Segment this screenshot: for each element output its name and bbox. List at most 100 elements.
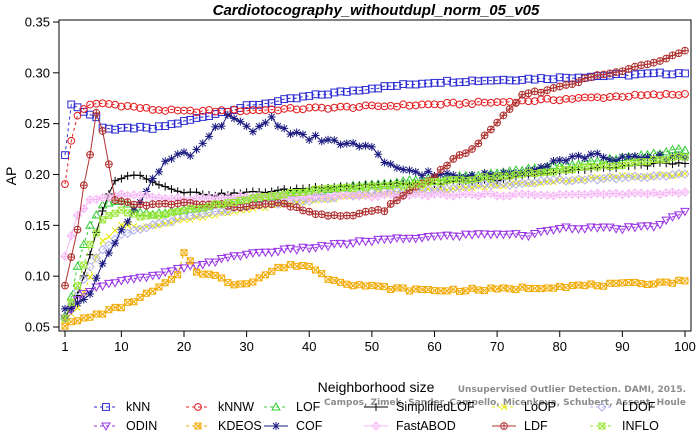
data-point (662, 156, 670, 164)
data-point (205, 132, 214, 141)
data-point (668, 160, 677, 169)
data-point (681, 90, 689, 98)
data-point (536, 227, 546, 237)
data-point (648, 223, 659, 232)
data-point (625, 159, 633, 167)
legend-item-ldof: LDOF (590, 400, 656, 414)
data-point (587, 150, 596, 159)
data-point (380, 207, 389, 215)
data-point (405, 80, 414, 89)
data-point (524, 74, 533, 83)
data-point (631, 158, 639, 166)
data-point (668, 90, 677, 99)
data-point (67, 136, 76, 145)
data-point (341, 240, 352, 250)
data-point (618, 279, 626, 287)
data-point (154, 218, 164, 229)
data-point (480, 169, 489, 178)
data-point (249, 278, 257, 286)
data-point (486, 125, 495, 134)
legend-label: KDEOS (218, 419, 262, 433)
legend-label: SimplifiedLOF (396, 400, 475, 414)
data-point (117, 206, 125, 214)
data-point (461, 78, 470, 86)
data-point (373, 235, 383, 245)
data-point (355, 142, 364, 151)
data-point (117, 174, 126, 183)
data-point (299, 188, 307, 196)
data-point (568, 152, 577, 161)
data-point (680, 207, 690, 217)
data-point (405, 287, 413, 295)
data-point (399, 80, 408, 88)
data-point (86, 313, 94, 321)
data-point (111, 209, 119, 217)
data-point (467, 189, 477, 200)
data-point (460, 230, 471, 240)
data-point (111, 196, 120, 204)
data-point (355, 209, 364, 218)
data-point (217, 122, 226, 131)
data-point (399, 182, 407, 190)
data-point (581, 282, 589, 290)
data-point (474, 139, 483, 148)
data-point (298, 196, 308, 206)
data-point (78, 290, 89, 299)
data-point (485, 230, 496, 240)
data-point (230, 198, 238, 206)
data-point (317, 137, 326, 146)
data-point (318, 270, 326, 278)
y-tick-label: 0.15 (25, 218, 50, 233)
data-point (549, 75, 558, 84)
data-point (242, 202, 251, 211)
data-point (410, 234, 421, 244)
data-point (417, 234, 427, 243)
data-point (518, 90, 527, 99)
data-point (586, 223, 596, 232)
legend-item-loop: LoOP (492, 400, 556, 414)
data-point (305, 92, 314, 100)
data-point (111, 239, 120, 248)
data-point (61, 281, 69, 290)
data-point (656, 171, 664, 179)
data-point (468, 145, 476, 153)
data-point (668, 152, 677, 161)
data-point (562, 94, 570, 103)
data-point (468, 76, 476, 85)
data-point (543, 94, 552, 103)
data-point (186, 115, 195, 124)
data-point (655, 220, 665, 230)
data-point (255, 106, 264, 115)
data-point (612, 156, 621, 165)
data-point (548, 226, 559, 235)
data-point (587, 280, 595, 288)
data-point (136, 171, 145, 180)
data-point (530, 75, 539, 84)
data-point (580, 93, 589, 102)
data-point (480, 76, 489, 85)
data-point (637, 61, 646, 70)
legend-marker (372, 403, 380, 411)
data-point (210, 258, 221, 268)
data-point (656, 68, 664, 77)
data-point (649, 154, 658, 163)
data-point (668, 70, 677, 79)
data-point (354, 237, 365, 246)
data-point (398, 235, 409, 244)
data-point (329, 240, 340, 249)
data-point (173, 106, 182, 115)
data-point (336, 87, 345, 96)
data-point (85, 220, 95, 229)
data-point (298, 243, 308, 253)
data-point (135, 273, 146, 283)
data-point (573, 174, 584, 185)
data-point (618, 93, 627, 101)
data-point (517, 232, 528, 241)
data-point (643, 60, 652, 69)
x-axis: 1 10 20 30 40 50 60 70 80 90 100 (61, 331, 696, 354)
data-point (605, 155, 614, 164)
data-point (255, 274, 263, 282)
data-point (512, 76, 520, 85)
data-point (531, 170, 539, 178)
legend-marker (597, 402, 607, 412)
